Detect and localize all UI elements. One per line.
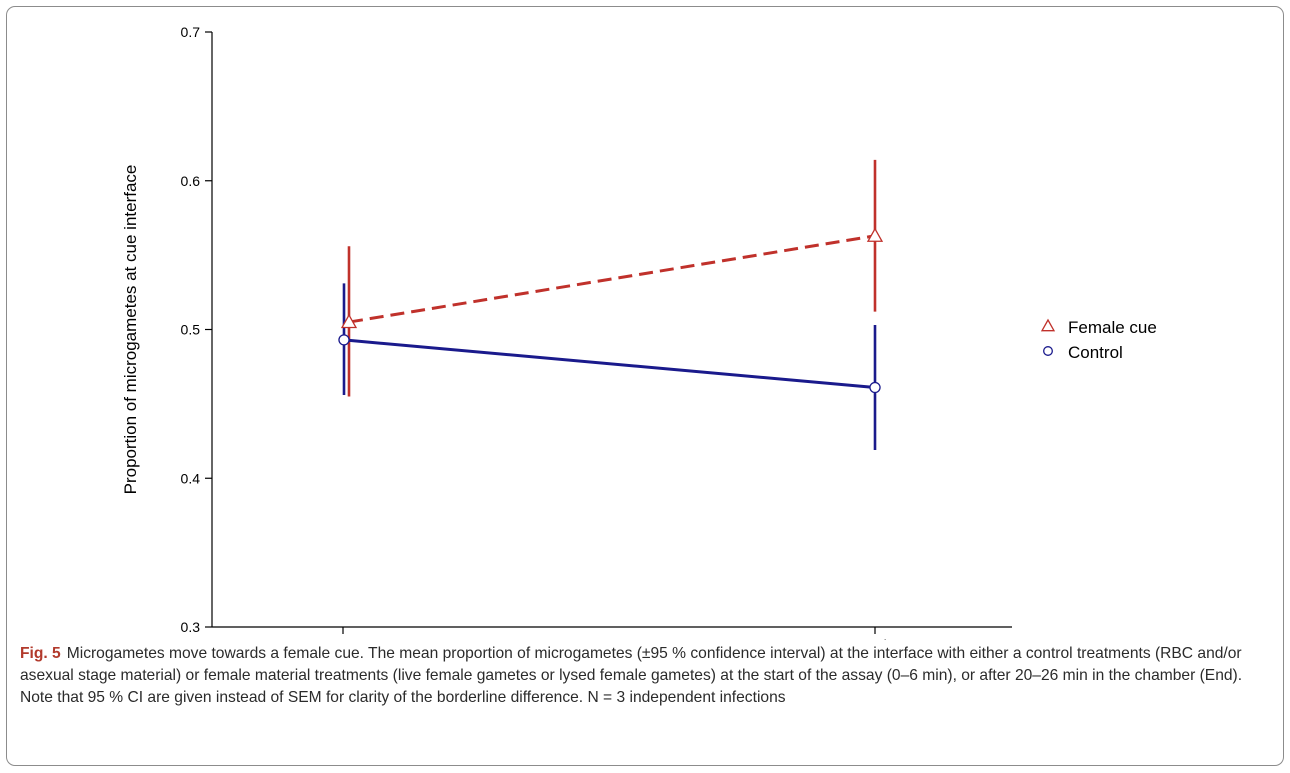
legend-marker bbox=[1040, 318, 1056, 332]
legend-label: Female cue bbox=[1068, 318, 1157, 337]
data-point bbox=[866, 227, 884, 242]
legend-marker bbox=[1043, 346, 1053, 356]
y-tick-label: 0.7 bbox=[181, 24, 201, 40]
figure-label: Fig. 5 bbox=[20, 645, 61, 662]
caption-text: Microgametes move towards a female cue. … bbox=[20, 645, 1243, 706]
line-chart: 0.3 0.4 0.5 0.6 0.7 Start End Proportion of mic… bbox=[121, 24, 1157, 640]
y-axis-title: Proportion of microgametes at cue interf… bbox=[121, 165, 140, 495]
figure-caption: Fig. 5 Microgametes move towards a female… bbox=[20, 643, 1270, 709]
series-line bbox=[348, 234, 876, 324]
y-tick-label: 0.6 bbox=[181, 173, 201, 189]
legend-label: Control bbox=[1068, 343, 1123, 362]
data-point bbox=[338, 334, 350, 346]
figure-frame bbox=[6, 6, 1284, 766]
y-tick-label: 0.5 bbox=[181, 322, 201, 338]
series-line bbox=[343, 338, 876, 390]
x-tick-label: Start bbox=[329, 637, 357, 640]
y-tick-label: 0.3 bbox=[181, 619, 201, 635]
data-point bbox=[340, 313, 358, 329]
y-tick-label: 0.4 bbox=[181, 470, 201, 486]
data-point bbox=[869, 381, 881, 394]
x-tick-label: End bbox=[863, 637, 886, 640]
